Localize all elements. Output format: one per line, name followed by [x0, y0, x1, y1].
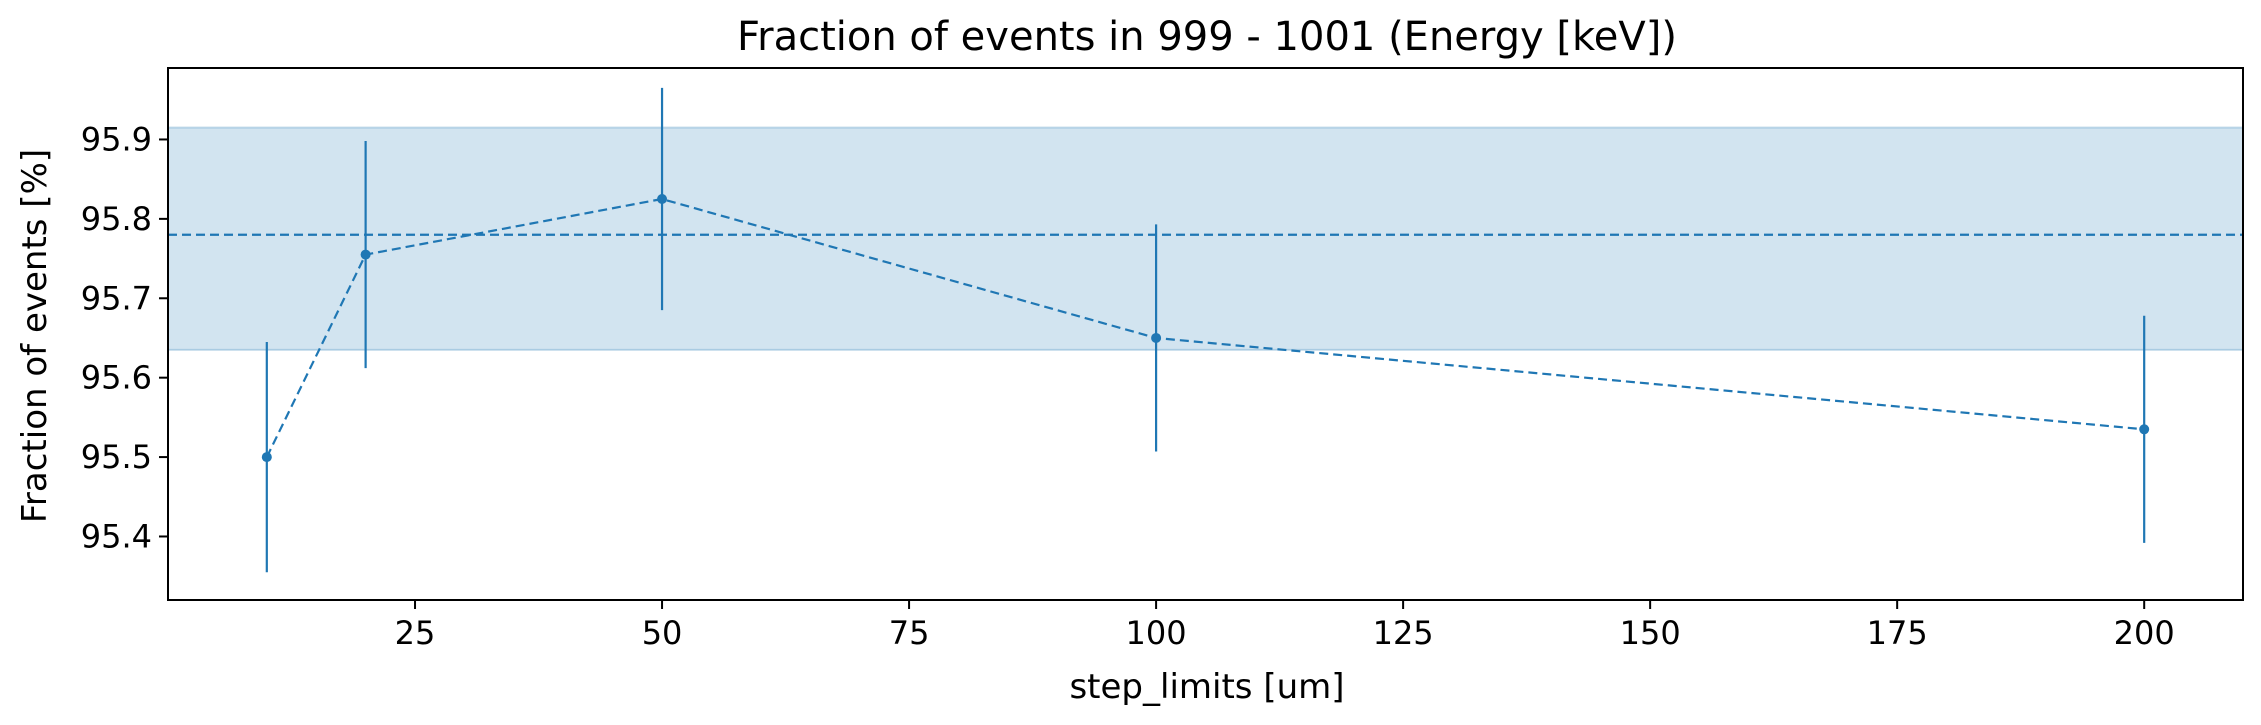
y-tick-label: 95.5	[81, 438, 152, 476]
data-point	[2139, 424, 2150, 435]
y-tick-label: 95.8	[81, 200, 152, 238]
data-point	[657, 194, 668, 205]
x-tick-label: 150	[1620, 614, 1681, 652]
axes: 25 50 75 100 125 150 175 200 95.4 95.5 95.6 95.7 95.…	[81, 67, 2244, 652]
data-point	[1151, 332, 1162, 343]
data-point	[261, 452, 272, 463]
y-tick-label: 95.7	[81, 279, 152, 317]
plot-content	[168, 87, 2243, 573]
x-tick-label: 100	[1126, 614, 1187, 652]
y-axis-label: Fraction of events [%]	[15, 149, 55, 523]
x-tick-label: 175	[1867, 614, 1928, 652]
y-tick-label: 95.4	[81, 517, 152, 555]
x-tick-label: 125	[1373, 614, 1434, 652]
plot-frame	[167, 67, 2244, 601]
y-tick-label: 95.9	[81, 120, 152, 158]
plot-area	[168, 87, 2243, 573]
x-tick-label: 200	[2114, 614, 2175, 652]
data-point	[360, 249, 371, 260]
x-tick-label: 75	[889, 614, 930, 652]
x-tick-label: 25	[395, 614, 436, 652]
x-tick-label: 50	[642, 614, 683, 652]
y-tick-label: 95.6	[81, 359, 152, 397]
chart-title: Fraction of events in 999 - 1001 (Energy…	[737, 14, 1677, 60]
reference-band	[168, 126, 2243, 351]
x-axis-label: step_limits [um]	[1069, 667, 1344, 707]
